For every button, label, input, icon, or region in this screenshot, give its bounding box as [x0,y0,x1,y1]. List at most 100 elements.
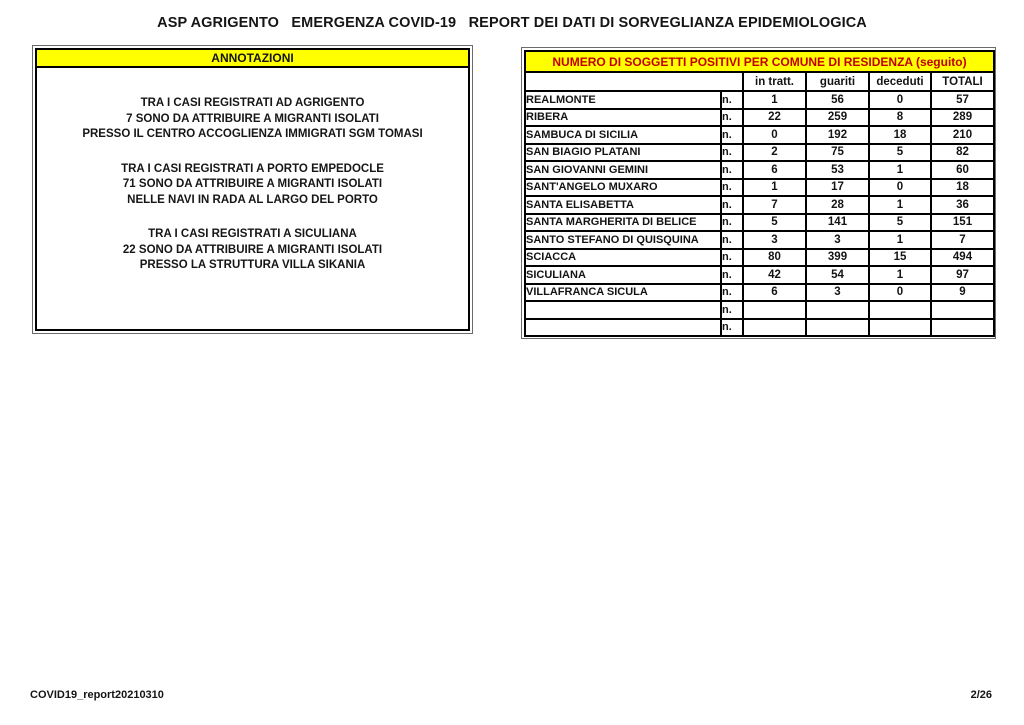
deceduti-cell: 1 [868,230,932,250]
n-label-cell: n. [720,212,744,232]
comune-cell [524,300,722,320]
comune-cell: SANTA MARGHERITA DI BELICE [524,212,722,232]
footer-page-number: 2/26 [970,689,992,701]
comune-cell: SANTA ELISABETTA [524,195,722,215]
in-tratt-cell [742,300,807,320]
comune-cell: VILLAFRANCA SICULA [524,282,722,302]
totali-cell: 494 [930,247,995,267]
table-row: n. [524,317,995,337]
positives-table-panel: NUMERO DI SOGGETTI POSITIVI PER COMUNE D… [521,47,996,339]
guariti-cell: 3 [805,282,870,302]
n-label-cell: n. [720,160,744,180]
deceduti-cell: 0 [868,282,932,302]
totali-cell: 7 [930,230,995,250]
annotation-line: 22 SONO DA ATTRIBUIRE A MIGRANTI ISOLATI [122,243,383,256]
n-label-cell: n. [720,90,744,110]
deceduti-cell: 1 [868,265,932,285]
table-title: NUMERO DI SOGGETTI POSITIVI PER COMUNE D… [524,50,995,73]
n-label-cell: n. [720,247,744,267]
table-title-row: NUMERO DI SOGGETTI POSITIVI PER COMUNE D… [524,50,995,73]
in-tratt-cell: 1 [742,177,807,197]
table-row: SANTA ELISABETTA n. 7 28 1 36 [524,195,995,215]
positives-table: NUMERO DI SOGGETTI POSITIVI PER COMUNE D… [524,50,995,337]
totali-cell: 9 [930,282,995,302]
comune-cell: SAN BIAGIO PLATANI [524,142,722,162]
annotation-line: NELLE NAVI IN RADA AL LARGO DEL PORTO [127,193,378,206]
deceduti-cell: 15 [868,247,932,267]
totali-cell: 289 [930,107,995,127]
totali-cell: 57 [930,90,995,110]
totali-cell: 60 [930,160,995,180]
in-tratt-cell: 5 [742,212,807,232]
totali-cell: 82 [930,142,995,162]
n-label-cell: n. [720,142,744,162]
table-row: REALMONTE n. 1 56 0 57 [524,90,995,110]
deceduti-cell: 0 [868,90,932,110]
deceduti-cell: 18 [868,125,932,145]
column-header-row: in tratt. guariti deceduti TOTALI [524,71,995,92]
page-title: ASP AGRIGENTO EMERGENZA COVID-19 REPORT … [157,15,867,31]
guariti-cell: 399 [805,247,870,267]
n-label-cell: n. [720,282,744,302]
annotation-line: 71 SONO DA ATTRIBUIRE A MIGRANTI ISOLATI [122,178,383,190]
comune-cell: SAMBUCA DI SICILIA [524,125,722,145]
in-tratt-cell: 0 [742,125,807,145]
deceduti-cell [868,317,932,337]
comune-cell: SICULIANA [524,265,722,285]
in-tratt-cell: 80 [742,247,807,267]
table-row: SANT'ANGELO MUXARO n. 1 17 0 18 [524,177,995,197]
n-label-cell: n. [720,107,744,127]
table-row: VILLAFRANCA SICULA n. 6 3 0 9 [524,282,995,302]
totali-cell: 210 [930,125,995,145]
deceduti-cell: 1 [868,160,932,180]
guariti-cell: 17 [805,177,870,197]
table-row: n. [524,300,995,320]
column-header-guariti: guariti [805,71,870,92]
n-label-cell: n. [720,317,744,337]
deceduti-cell [868,300,932,320]
guariti-cell: 53 [805,160,870,180]
guariti-cell: 28 [805,195,870,215]
deceduti-cell: 8 [868,107,932,127]
totali-cell: 18 [930,177,995,197]
comune-cell: REALMONTE [524,90,722,110]
table-row: SAN GIOVANNI GEMINI n. 6 53 1 60 [524,160,995,180]
annotation-paragraph: TRA I CASI REGISTRATI A SICULIANA 22 SON… [37,227,468,274]
totali-cell: 97 [930,265,995,285]
table-row: SANTO STEFANO DI QUISQUINA n. 3 3 1 7 [524,230,995,250]
in-tratt-cell: 7 [742,195,807,215]
column-header-deceduti: deceduti [868,71,932,92]
totali-cell: 151 [930,212,995,232]
guariti-cell [805,317,870,337]
table-row: SAN BIAGIO PLATANI n. 2 75 5 82 [524,142,995,162]
table-row: SANTA MARGHERITA DI BELICE n. 5 141 5 15… [524,212,995,232]
guariti-cell: 192 [805,125,870,145]
comune-cell: SCIACCA [524,247,722,267]
table-row: RIBERA n. 22 259 8 289 [524,107,995,127]
table-row: SCIACCA n. 80 399 15 494 [524,247,995,267]
guariti-cell: 56 [805,90,870,110]
column-header-empty [524,71,744,92]
n-label-cell: n. [720,265,744,285]
n-label-cell: n. [720,177,744,197]
in-tratt-cell [742,317,807,337]
in-tratt-cell: 1 [742,90,807,110]
in-tratt-cell: 6 [742,160,807,180]
totali-cell [930,317,995,337]
in-tratt-cell: 3 [742,230,807,250]
table-row: SAMBUCA DI SICILIA n. 0 192 18 210 [524,125,995,145]
in-tratt-cell: 2 [742,142,807,162]
in-tratt-cell: 6 [742,282,807,302]
comune-cell: RIBERA [524,107,722,127]
in-tratt-cell: 22 [742,107,807,127]
comune-cell: SANTO STEFANO DI QUISQUINA [524,230,722,250]
n-label-cell: n. [720,300,744,320]
guariti-cell: 75 [805,142,870,162]
annotation-line: TRA I CASI REGISTRATI A PORTO EMPEDOCLE [121,162,384,175]
annotation-line: TRA I CASI REGISTRATI A SICULIANA [148,228,357,240]
annotations-body: TRA I CASI REGISTRATI AD AGRIGENTO 7 SON… [35,68,470,331]
guariti-cell: 259 [805,107,870,127]
table-row: SICULIANA n. 42 54 1 97 [524,265,995,285]
annotation-line: PRESSO IL CENTRO ACCOGLIENZA IMMIGRATI S… [82,128,423,140]
